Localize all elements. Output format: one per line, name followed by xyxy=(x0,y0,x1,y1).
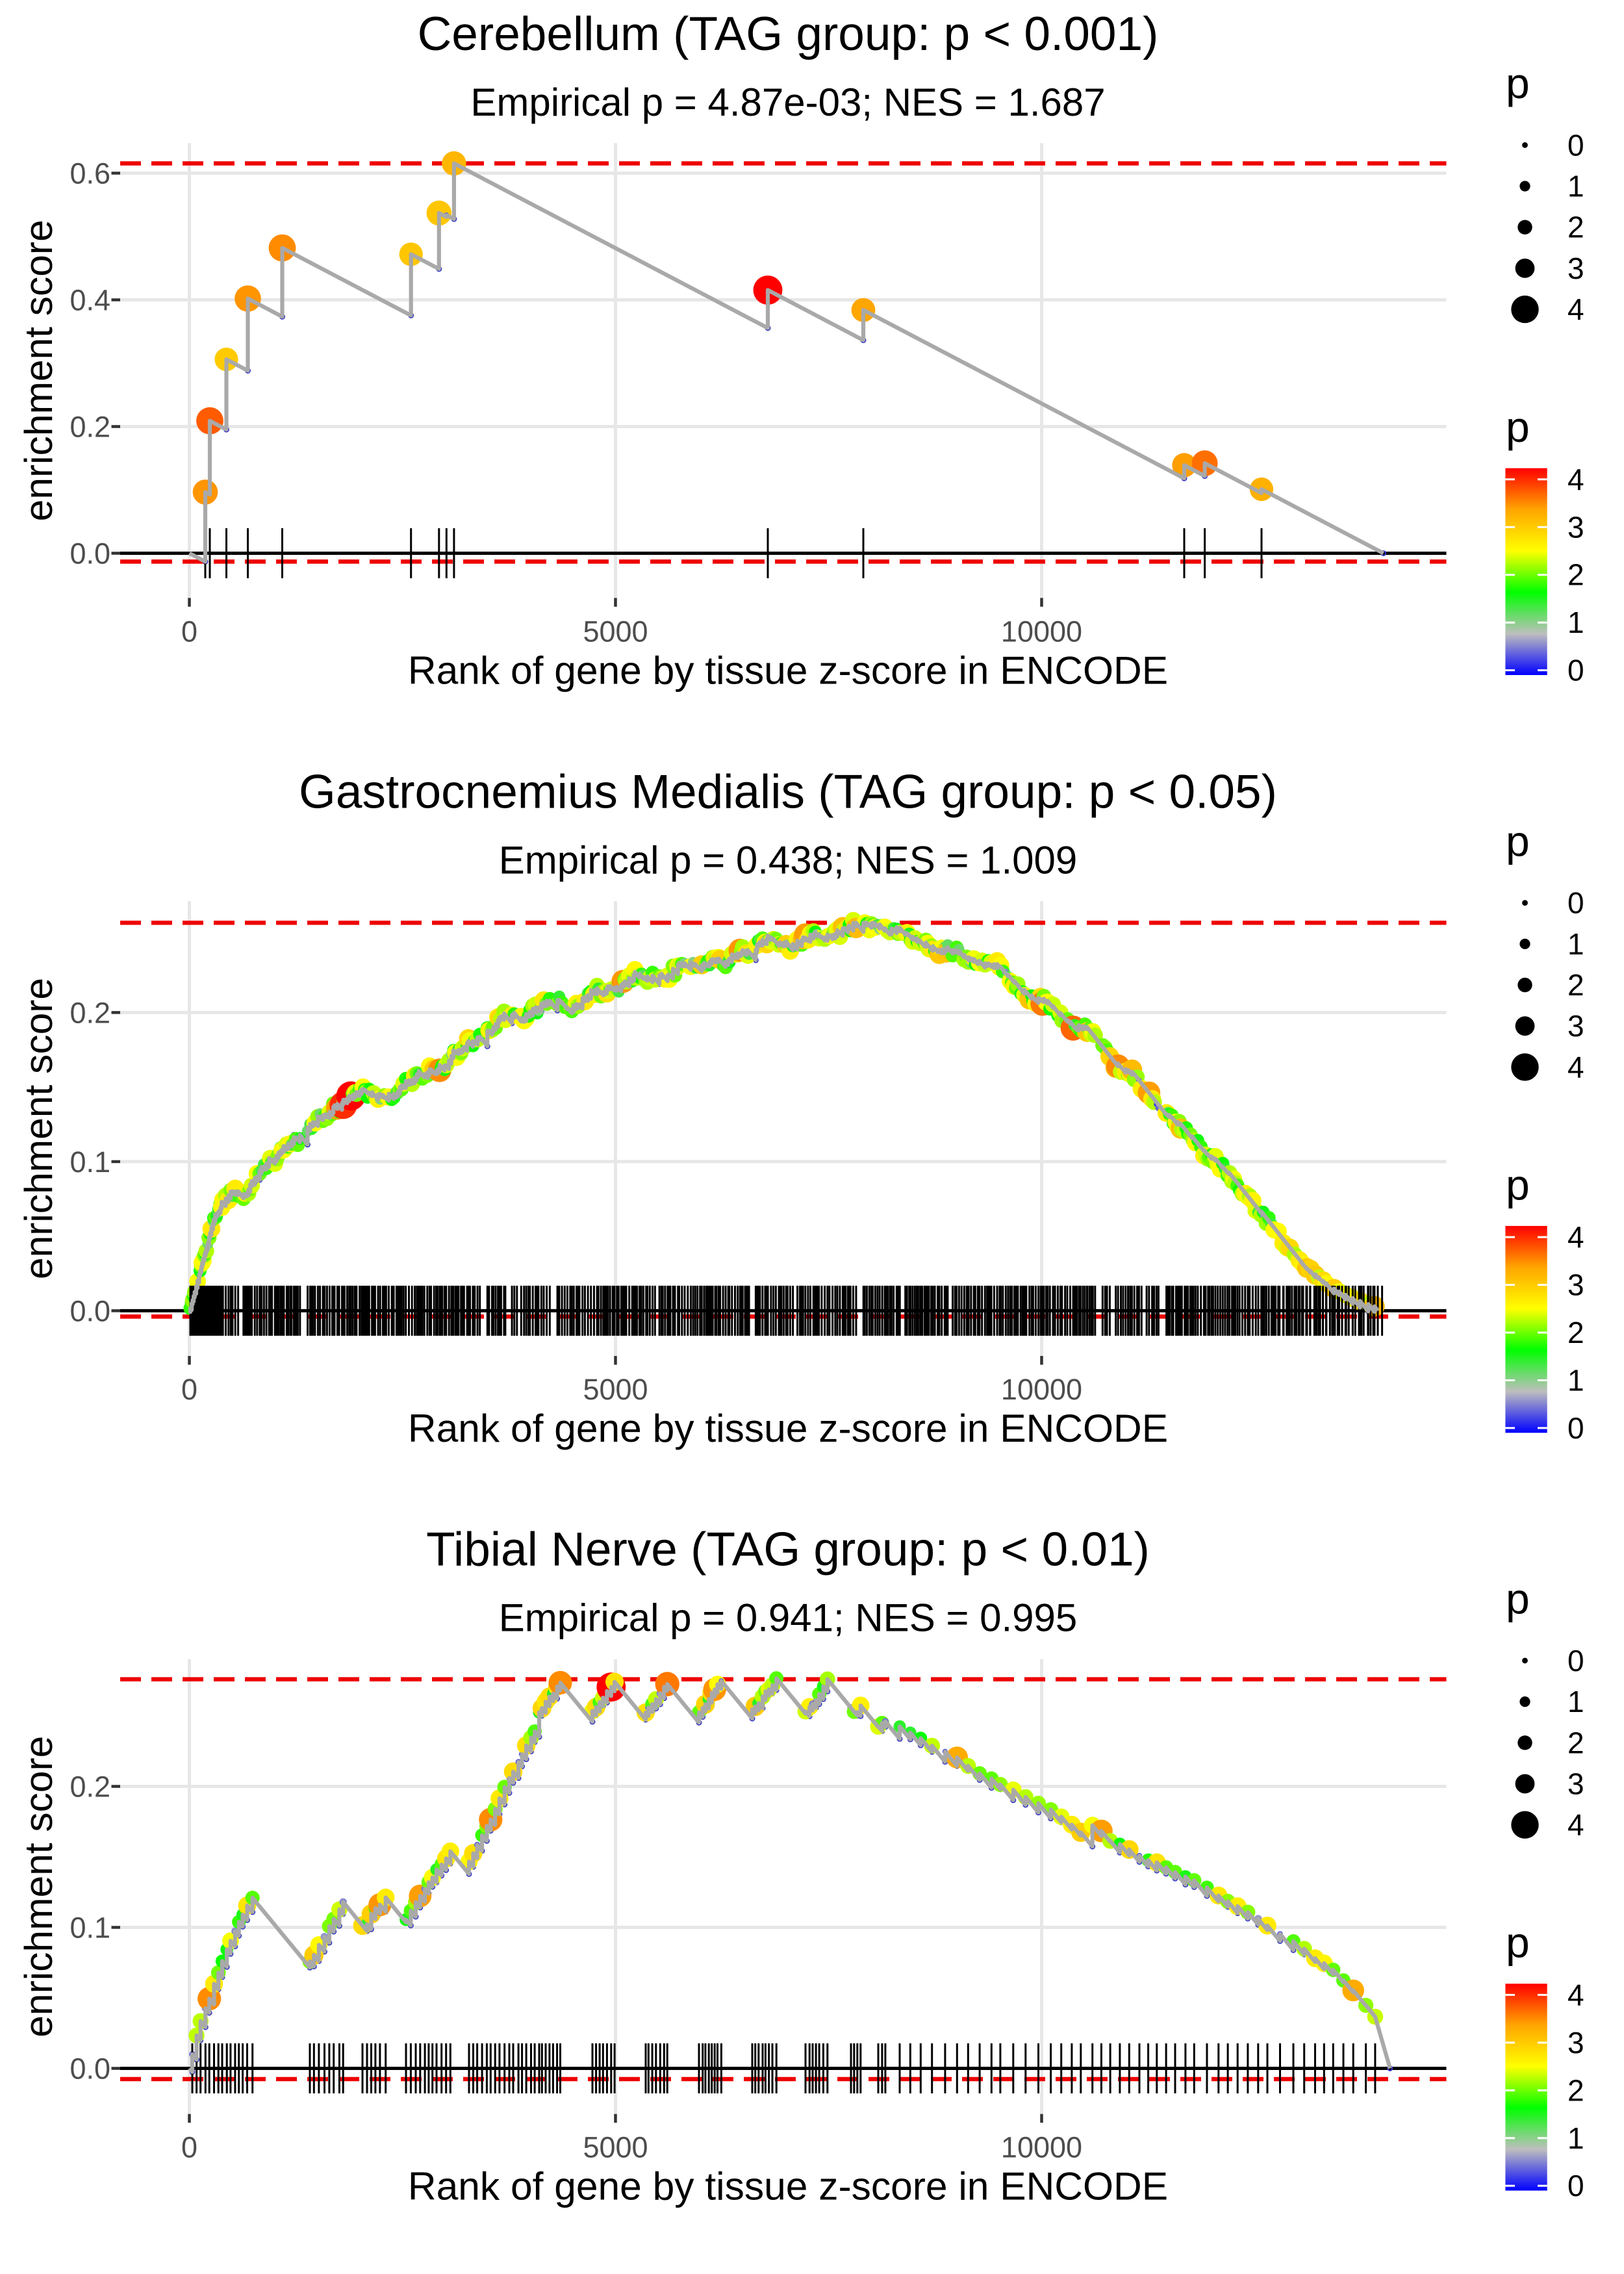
svg-text:5000: 5000 xyxy=(583,2131,648,2164)
svg-text:Tibial Nerve (TAG group: p < 0: Tibial Nerve (TAG group: p < 0.01) xyxy=(426,1524,1150,1576)
svg-text:2: 2 xyxy=(1567,2073,1584,2107)
svg-text:enrichment score: enrichment score xyxy=(16,978,60,1279)
svg-text:0: 0 xyxy=(1567,2169,1584,2203)
svg-text:2: 2 xyxy=(1567,1316,1584,1349)
svg-text:1: 1 xyxy=(1567,2121,1584,2155)
svg-text:10000: 10000 xyxy=(1001,1373,1082,1406)
svg-text:p: p xyxy=(1506,1160,1530,1208)
svg-text:0: 0 xyxy=(1567,128,1584,162)
svg-text:5000: 5000 xyxy=(583,1373,648,1406)
svg-text:10000: 10000 xyxy=(1001,2131,1082,2164)
svg-text:4: 4 xyxy=(1567,1220,1584,1254)
svg-text:Empirical p = 4.87e-03; NES =: Empirical p = 4.87e-03; NES = 1.687 xyxy=(470,81,1105,124)
svg-text:3: 3 xyxy=(1567,1268,1584,1302)
svg-text:3: 3 xyxy=(1567,1009,1584,1043)
svg-text:Rank of gene by tissue z-score: Rank of gene by tissue z-score in ENCODE xyxy=(408,1406,1168,1450)
svg-text:0: 0 xyxy=(181,2131,197,2164)
svg-text:Empirical p = 0.438; NES = 1.0: Empirical p = 0.438; NES = 1.009 xyxy=(499,838,1078,882)
svg-text:1: 1 xyxy=(1567,1685,1584,1718)
svg-text:0: 0 xyxy=(1567,1411,1584,1445)
svg-text:0.2: 0.2 xyxy=(70,996,110,1029)
svg-text:p: p xyxy=(1506,1575,1530,1623)
svg-text:2: 2 xyxy=(1567,1726,1584,1759)
svg-text:p: p xyxy=(1506,817,1530,865)
svg-text:1: 1 xyxy=(1567,606,1584,639)
svg-text:3: 3 xyxy=(1567,1767,1584,1801)
svg-text:1: 1 xyxy=(1567,170,1584,203)
svg-text:0: 0 xyxy=(1567,654,1584,687)
svg-text:4: 4 xyxy=(1567,1808,1584,1842)
svg-text:enrichment score: enrichment score xyxy=(16,220,60,521)
svg-text:0.2: 0.2 xyxy=(70,411,110,444)
svg-text:0.0: 0.0 xyxy=(70,2052,110,2086)
svg-text:0: 0 xyxy=(181,615,197,648)
svg-text:5000: 5000 xyxy=(583,615,648,648)
svg-text:Gastrocnemius Medialis (TAG gr: Gastrocnemius Medialis (TAG group: p < 0… xyxy=(299,765,1277,818)
svg-text:0: 0 xyxy=(1567,886,1584,920)
svg-text:enrichment score: enrichment score xyxy=(16,1736,60,2038)
svg-text:0.1: 0.1 xyxy=(70,1911,110,1945)
svg-text:2: 2 xyxy=(1567,968,1584,1002)
svg-text:3: 3 xyxy=(1567,510,1584,544)
svg-text:2: 2 xyxy=(1567,211,1584,244)
svg-text:0: 0 xyxy=(1567,1644,1584,1678)
svg-text:Rank of gene by tissue z-score: Rank of gene by tissue z-score in ENCODE xyxy=(408,648,1168,692)
svg-text:p: p xyxy=(1506,59,1530,107)
svg-text:p: p xyxy=(1506,1919,1530,1967)
svg-text:4: 4 xyxy=(1567,292,1584,326)
svg-text:3: 3 xyxy=(1567,2026,1584,2060)
svg-text:Rank of gene by tissue z-score: Rank of gene by tissue z-score in ENCODE xyxy=(408,2164,1168,2208)
svg-text:0.2: 0.2 xyxy=(70,1770,110,1804)
svg-text:1: 1 xyxy=(1567,1364,1584,1398)
svg-text:0: 0 xyxy=(181,1373,197,1406)
svg-text:1: 1 xyxy=(1567,927,1584,961)
svg-text:0.6: 0.6 xyxy=(70,157,110,190)
svg-text:Empirical p = 0.941; NES = 0.9: Empirical p = 0.941; NES = 0.995 xyxy=(499,1596,1078,1640)
svg-text:2: 2 xyxy=(1567,558,1584,592)
svg-text:10000: 10000 xyxy=(1001,615,1082,648)
svg-text:3: 3 xyxy=(1567,251,1584,285)
svg-text:4: 4 xyxy=(1567,1050,1584,1084)
svg-text:4: 4 xyxy=(1567,1978,1584,2012)
svg-text:0.0: 0.0 xyxy=(70,1294,110,1327)
svg-text:0.1: 0.1 xyxy=(70,1145,110,1179)
svg-text:0.4: 0.4 xyxy=(70,284,110,317)
svg-text:Cerebellum (TAG group: p < 0.0: Cerebellum (TAG group: p < 0.001) xyxy=(418,8,1159,60)
svg-text:0.0: 0.0 xyxy=(70,537,110,570)
svg-text:4: 4 xyxy=(1567,463,1584,496)
svg-text:p: p xyxy=(1506,403,1530,451)
